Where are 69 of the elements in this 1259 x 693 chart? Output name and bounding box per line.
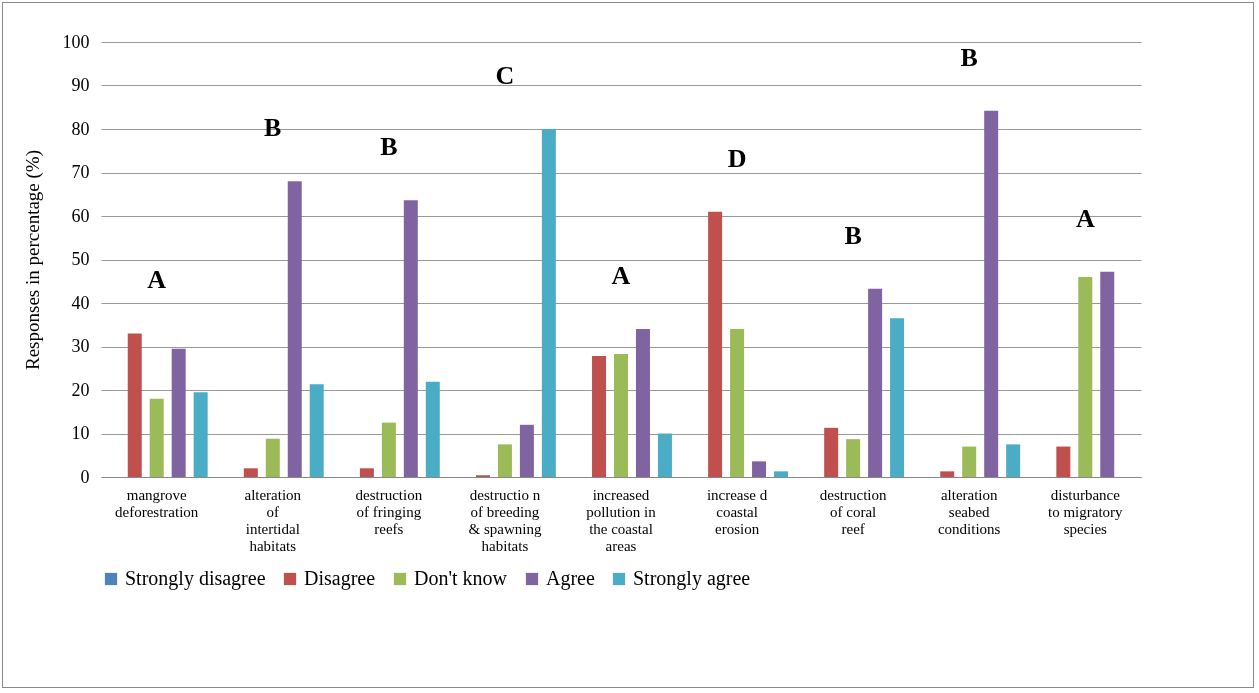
bar [868,288,883,477]
x-tick-label: destruction of coral reef [819,486,887,537]
bar [381,422,396,477]
bar [635,329,650,477]
y-tick-label: 100 [62,31,90,52]
y-axis-title: Responses in percentage (%) [21,149,44,371]
bar [657,433,672,477]
y-tick-label: 70 [71,162,90,182]
x-tick-label: alteration seabed conditions [937,486,1001,537]
bar [940,471,955,477]
bar [774,471,788,477]
x-tick-label: destructio n of breeding & spawning habitats [468,486,542,554]
y-tick-label: 10 [71,423,90,443]
bar [708,211,723,477]
x-tick-label: disturbance to migratory species [1048,486,1124,537]
y-tick-label: 60 [71,205,90,226]
annotation: A [147,265,167,295]
legend-label: Agree [546,567,595,590]
y-tick-label: 50 [71,249,90,269]
bar [359,468,374,477]
bar [149,398,164,477]
y-tick-label: 40 [71,292,90,313]
annotation: D [727,143,747,173]
x-tick-label: mangrove deforestration [115,486,199,520]
bar [265,438,280,477]
y-tick-label: 80 [71,118,90,139]
bar [846,439,861,477]
annotation: B [380,132,398,162]
legend-label: Strongly agree [633,567,751,590]
annotation: B [960,42,978,72]
bar [1078,276,1093,477]
legend-label: Strongly disagree [125,567,266,590]
annotation: A [611,261,631,291]
bar [1100,271,1115,477]
bar [824,427,839,477]
annotation: A [1075,203,1095,233]
bar [962,446,977,477]
bar [541,129,556,477]
x-tick-label: increase d coastal erosion [706,486,768,537]
bar [592,356,607,477]
bar [1006,444,1021,477]
bar [243,468,258,477]
bar [890,318,905,477]
bar [309,384,324,477]
bar [425,381,440,477]
bar [984,110,999,477]
x-tick-label: increased pollution in the coastal areas [586,486,657,554]
bar [614,353,628,477]
bar [1056,446,1071,477]
annotation: B [844,220,862,250]
y-tick-label: 30 [71,336,90,356]
bar [519,424,534,477]
annotation: C [495,61,515,90]
x-tick-label: alteration of intertidal habitats [244,486,302,554]
y-tick-label: 20 [71,379,90,400]
legend-label: Don't know [414,567,508,589]
bar [730,329,745,477]
annotation: B [264,113,282,143]
bar [171,348,186,477]
bar [287,181,302,477]
bar [127,333,142,477]
bar [752,461,767,477]
y-tick-label: 0 [80,466,90,487]
legend-label: Disagree [304,567,376,590]
bar [497,444,512,477]
bar [403,200,418,477]
y-tick-label: 90 [71,75,90,95]
x-tick-label: destruction of fringing reefs [355,486,423,537]
bar [193,392,208,477]
